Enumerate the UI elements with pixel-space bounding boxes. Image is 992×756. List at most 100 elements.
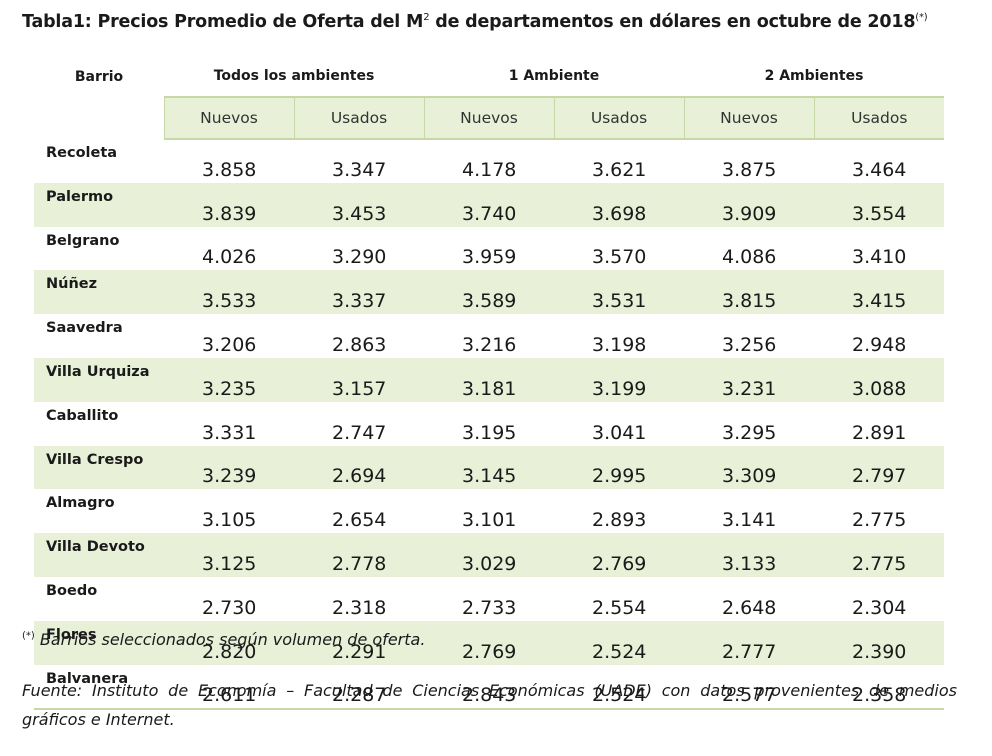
barrio-name: Caballito [46, 407, 119, 424]
group-header-row: Barrio Todos los ambientes 1 Ambiente 2 … [34, 56, 944, 97]
price-cell: 3.815 [684, 270, 814, 315]
price-cell: 2.291 [294, 620, 424, 665]
price-cell: 3.621 [592, 158, 647, 181]
price-cell: 3.698 [554, 182, 684, 227]
price-cell: 3.959 [462, 246, 517, 269]
price-cell: 2.778 [294, 533, 424, 577]
price-cell: 2.554 [592, 596, 647, 619]
price-cell: 2.611 [164, 664, 294, 711]
price-cell: 3.145 [424, 445, 554, 490]
table-row: Núñez 3.533 3.337 3.589 3.531 3.815 3.415 [34, 270, 944, 315]
footnote-text: Barrios seleccionados según volumen de o… [34, 630, 426, 649]
price-cell: 3.464 [852, 158, 907, 181]
price-cell: 3.331 [202, 421, 257, 444]
price-cell: 3.554 [814, 182, 944, 227]
price-cell: 3.029 [424, 533, 554, 577]
price-cell: 3.088 [814, 357, 944, 402]
table-row: Boedo 2.730 2.318 2.733 2.554 2.648 2.304 [34, 577, 944, 621]
barrio-name: Villa Urquiza [34, 357, 164, 402]
subheader-cell: Nuevos [163, 96, 294, 140]
price-cell: 2.524 [554, 620, 684, 665]
price-cell: 3.858 [202, 158, 257, 181]
subheader-cell: Usados [813, 96, 944, 140]
price-cell: 2.769 [554, 533, 684, 577]
price-cell: 4.086 [722, 246, 777, 269]
price-cell: 2.843 [424, 664, 554, 711]
table-row: Flores 2.820 2.291 2.769 2.524 2.777 2.390 [34, 620, 944, 665]
subheader-blank [34, 97, 164, 139]
price-cell: 2.948 [852, 333, 907, 356]
price-cell: 3.101 [462, 509, 517, 532]
price-cell: 3.909 [684, 182, 814, 227]
price-cell: 3.216 [462, 333, 517, 356]
group-header-todos: Todos los ambientes [213, 68, 375, 84]
table-row: Villa Devoto 3.125 2.778 3.029 2.769 3.133 2.7… [34, 533, 944, 577]
price-cell: 2.775 [852, 509, 907, 532]
price-table: Barrio Todos los ambientes 1 Ambiente 2 … [34, 56, 944, 711]
table-row: Balvanera 2.611 2.287 2.843 2.524 2.577 2.358 [34, 664, 944, 711]
price-cell: 3.410 [852, 246, 907, 269]
price-cell: 3.531 [554, 270, 684, 315]
price-cell: 2.390 [814, 620, 944, 665]
barrio-name: Palermo [34, 182, 164, 227]
table-row: Belgrano 4.026 3.290 3.959 3.570 4.086 3.410 [34, 227, 944, 271]
table-row: Almagro 3.105 2.654 3.101 2.893 3.141 2.775 [34, 489, 944, 533]
price-cell: 2.730 [202, 596, 257, 619]
barrio-name: Flores [34, 620, 164, 665]
footnote-mark: (*) [22, 630, 35, 642]
title-main: Tabla1: Precios Promedio de Oferta del M [22, 12, 424, 32]
price-cell: 2.318 [332, 596, 387, 619]
subheader-cell: Usados [553, 96, 684, 140]
price-cell: 2.733 [462, 596, 517, 619]
barrio-name: Belgrano [46, 232, 120, 249]
price-cell: 3.125 [164, 533, 294, 577]
price-cell: 3.337 [294, 270, 424, 315]
price-cell: 3.570 [592, 246, 647, 269]
group-header-1-ambiente: 1 Ambiente [508, 68, 600, 84]
price-cell: 3.453 [294, 182, 424, 227]
table-body: Recoleta 3.858 3.347 4.178 3.621 3.875 3.464 Pa… [34, 139, 944, 711]
price-cell: 2.891 [852, 421, 907, 444]
barrio-header: Barrio [74, 68, 124, 85]
price-cell: 2.797 [814, 445, 944, 490]
subheader-cell: Usados [293, 96, 424, 140]
price-cell: 3.415 [814, 270, 944, 315]
price-cell: 3.309 [684, 445, 814, 490]
price-cell: 3.347 [332, 158, 387, 181]
barrio-name: Boedo [46, 582, 98, 599]
barrio-name: Villa Crespo [34, 445, 164, 490]
price-cell: 2.769 [424, 620, 554, 665]
price-cell: 2.863 [332, 333, 387, 356]
footnote: (*) Barrios seleccionados según volumen … [22, 630, 425, 649]
price-cell: 3.295 [722, 421, 777, 444]
price-cell: 3.290 [332, 246, 387, 269]
price-cell: 2.995 [554, 445, 684, 490]
price-cell: 3.740 [424, 182, 554, 227]
barrio-name: Balvanera [34, 664, 164, 711]
price-cell: 2.304 [852, 596, 907, 619]
table-row: Villa Crespo 3.239 2.694 3.145 2.995 3.309 2.7… [34, 445, 944, 490]
price-cell: 3.141 [722, 509, 777, 532]
price-cell: 2.358 [814, 664, 944, 711]
price-cell: 3.231 [684, 357, 814, 402]
price-cell: 3.199 [554, 357, 684, 402]
price-cell: 3.195 [462, 421, 517, 444]
table-row: Palermo 3.839 3.453 3.740 3.698 3.909 3.554 [34, 182, 944, 227]
price-cell: 3.206 [202, 333, 257, 356]
price-cell: 2.577 [684, 664, 814, 711]
price-cell: 2.648 [722, 596, 777, 619]
title-exponent: 2 [423, 12, 430, 24]
price-cell: 2.820 [164, 620, 294, 665]
price-cell: 3.041 [592, 421, 647, 444]
table-row: Villa Urquiza 3.235 3.157 3.181 3.199 3.231 3.… [34, 357, 944, 402]
price-cell: 3.589 [424, 270, 554, 315]
price-cell: 3.239 [164, 445, 294, 490]
title-footnote-mark: (*) [915, 12, 928, 24]
table-title: Tabla1: Precios Promedio de Oferta del M… [22, 12, 928, 32]
price-cell: 2.775 [814, 533, 944, 577]
price-cell: 3.235 [164, 357, 294, 402]
barrio-name: Saavedra [46, 320, 123, 337]
price-cell: 2.287 [294, 664, 424, 711]
price-cell: 4.026 [202, 246, 257, 269]
barrio-name: Almagro [46, 495, 115, 512]
